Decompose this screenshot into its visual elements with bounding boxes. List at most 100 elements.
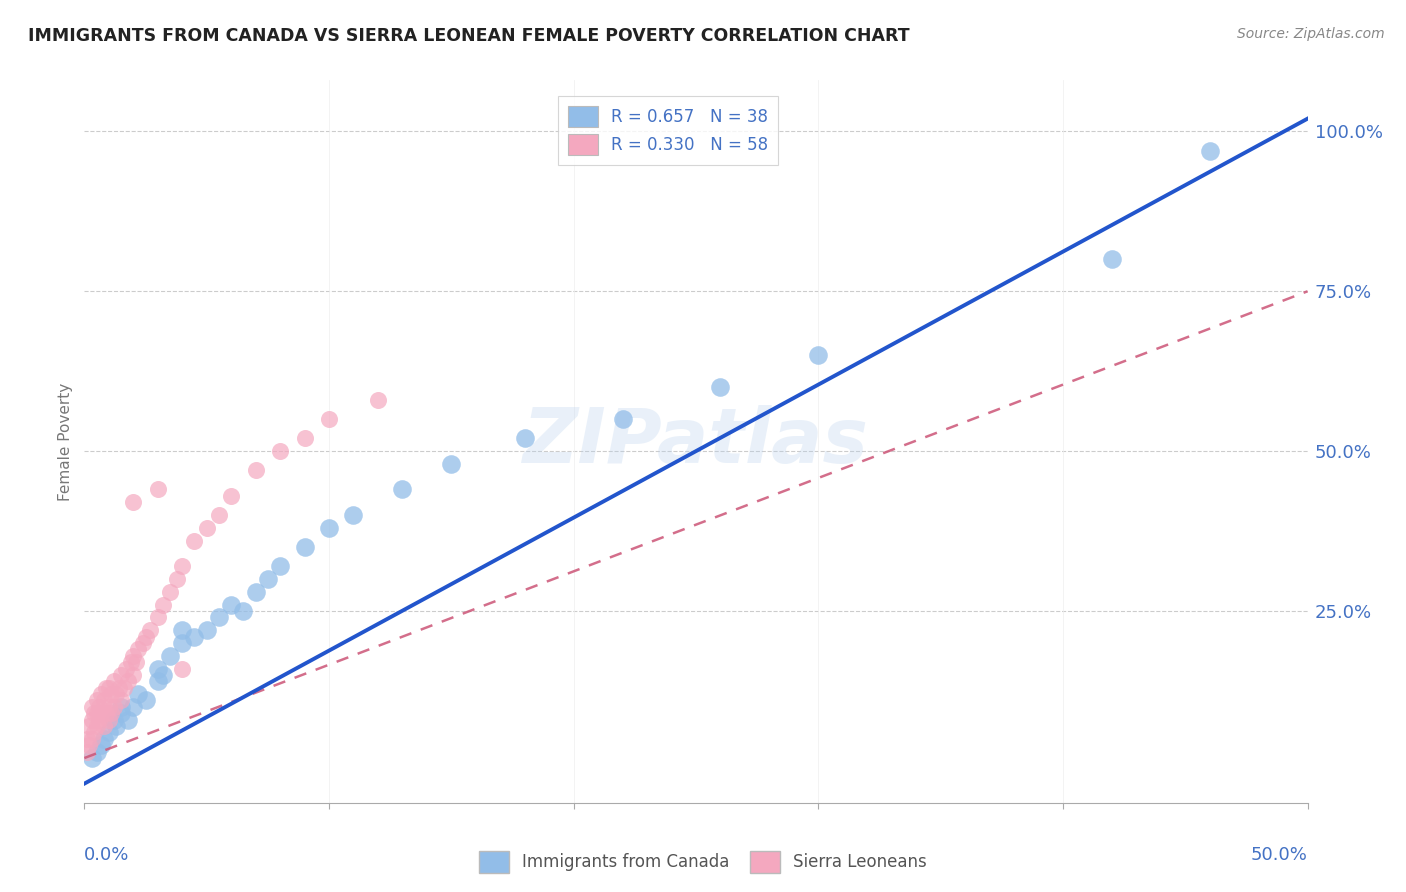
Point [112, 681, 135, 695]
Y-axis label: Female Poverty: Female Poverty [58, 383, 73, 500]
Point [87, 713, 110, 727]
Point [219, 598, 242, 612]
Point [93, 693, 115, 707]
Point [159, 648, 181, 663]
Point [152, 668, 174, 682]
Point [195, 623, 218, 637]
Point [135, 693, 157, 707]
Text: ZIPatlas: ZIPatlas [523, 405, 869, 478]
Point [391, 483, 413, 497]
Point [117, 674, 139, 689]
Point [83, 706, 105, 721]
Point [83, 725, 105, 739]
Point [127, 642, 149, 657]
Point [122, 699, 145, 714]
Point [440, 457, 463, 471]
Text: Source: ZipAtlas.com: Source: ZipAtlas.com [1237, 27, 1385, 41]
Point [172, 623, 194, 637]
Point [232, 604, 254, 618]
Point [709, 380, 731, 394]
Point [1198, 144, 1220, 158]
Legend: R = 0.657   N = 38, R = 0.330   N = 58: R = 0.657 N = 38, R = 0.330 N = 58 [558, 95, 778, 165]
Point [103, 713, 125, 727]
Point [97, 681, 120, 695]
Point [159, 584, 181, 599]
Point [318, 412, 340, 426]
Point [80, 699, 103, 714]
Point [110, 699, 132, 714]
Point [96, 681, 118, 695]
Point [96, 706, 118, 721]
Point [105, 719, 128, 733]
Point [132, 636, 155, 650]
Point [125, 655, 148, 669]
Point [139, 623, 162, 637]
Text: 0.0%: 0.0% [84, 847, 129, 864]
Point [342, 508, 364, 522]
Point [77, 719, 100, 733]
Point [97, 699, 120, 714]
Point [87, 699, 110, 714]
Point [195, 521, 218, 535]
Point [127, 687, 149, 701]
Point [100, 706, 122, 721]
Point [103, 674, 125, 689]
Legend: Immigrants from Canada, Sierra Leoneans: Immigrants from Canada, Sierra Leoneans [472, 845, 934, 880]
Point [172, 636, 194, 650]
Point [257, 572, 280, 586]
Point [612, 412, 634, 426]
Point [120, 655, 142, 669]
Point [183, 630, 205, 644]
Point [166, 572, 188, 586]
Point [513, 431, 536, 445]
Point [110, 706, 132, 721]
Point [183, 533, 205, 548]
Point [208, 610, 231, 624]
Point [77, 738, 100, 752]
Point [110, 668, 132, 682]
Point [807, 348, 830, 362]
Point [135, 630, 157, 644]
Point [208, 508, 231, 522]
Point [80, 731, 103, 746]
Point [103, 699, 125, 714]
Point [86, 693, 108, 707]
Point [105, 687, 128, 701]
Point [90, 738, 112, 752]
Point [146, 661, 169, 675]
Point [146, 674, 169, 689]
Point [93, 719, 115, 733]
Point [86, 745, 108, 759]
Point [122, 668, 145, 682]
Point [219, 489, 242, 503]
Point [172, 559, 194, 574]
Point [245, 584, 267, 599]
Point [107, 681, 129, 695]
Point [80, 713, 103, 727]
Text: 50.0%: 50.0% [1251, 847, 1308, 864]
Point [115, 661, 138, 675]
Point [97, 713, 120, 727]
Point [80, 751, 103, 765]
Point [76, 745, 98, 759]
Point [146, 483, 169, 497]
Point [152, 598, 174, 612]
Point [294, 431, 316, 445]
Point [367, 392, 389, 407]
Point [146, 610, 169, 624]
Point [100, 687, 122, 701]
Point [245, 463, 267, 477]
Point [86, 706, 108, 721]
Point [318, 521, 340, 535]
Point [117, 713, 139, 727]
Point [110, 693, 132, 707]
Point [1101, 252, 1123, 267]
Point [76, 731, 98, 746]
Point [294, 540, 316, 554]
Point [97, 725, 120, 739]
Point [90, 687, 112, 701]
Point [90, 706, 112, 721]
Point [172, 661, 194, 675]
Point [86, 719, 108, 733]
Text: IMMIGRANTS FROM CANADA VS SIERRA LEONEAN FEMALE POVERTY CORRELATION CHART: IMMIGRANTS FROM CANADA VS SIERRA LEONEAN… [28, 27, 910, 45]
